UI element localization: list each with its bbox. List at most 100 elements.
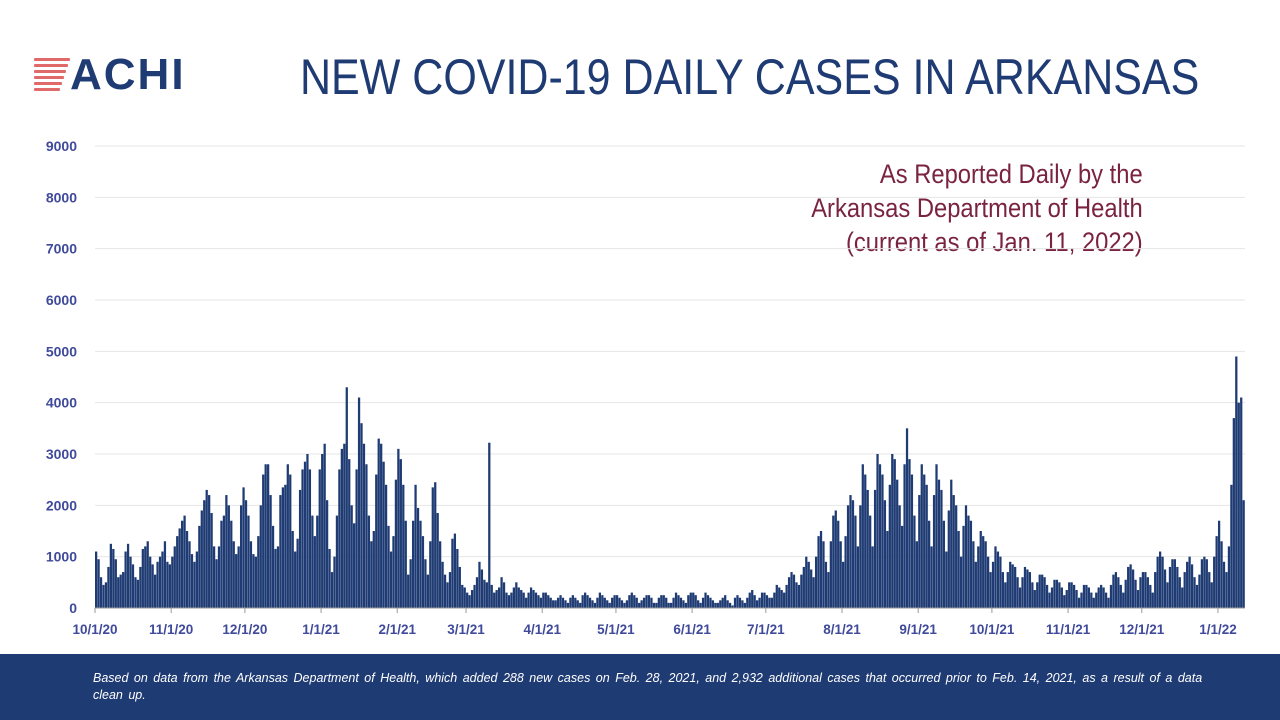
bar (694, 595, 697, 608)
bar (746, 597, 749, 608)
bar (574, 597, 577, 608)
bar (296, 538, 299, 608)
bar (979, 531, 982, 608)
bar (117, 577, 120, 608)
bar (645, 595, 648, 608)
bar (552, 600, 555, 608)
bar (1102, 587, 1105, 608)
bar (689, 592, 692, 608)
bar (512, 587, 515, 608)
bar (810, 569, 813, 608)
bar (571, 595, 574, 608)
bar (330, 572, 334, 608)
bar (510, 592, 513, 608)
bar (122, 572, 125, 608)
bar (849, 495, 852, 608)
bar (721, 597, 724, 608)
bar (741, 600, 744, 608)
bar (1195, 584, 1199, 608)
bar (429, 541, 432, 608)
bar (1131, 569, 1135, 608)
bar (1217, 520, 1221, 608)
bar (188, 541, 191, 608)
bar (276, 546, 280, 608)
bar (343, 443, 346, 608)
bar (576, 600, 579, 608)
bar (404, 520, 407, 608)
bar (1119, 584, 1122, 608)
bar (483, 579, 486, 608)
bar (876, 454, 879, 608)
bar (692, 592, 695, 608)
bar (792, 574, 796, 608)
bar (357, 397, 361, 608)
bar (977, 546, 980, 608)
bar (667, 602, 670, 608)
bar (119, 574, 122, 608)
x-tick-label: 1/1/22 (1199, 622, 1237, 637)
bar (254, 556, 257, 608)
bar (424, 559, 427, 608)
bar (409, 559, 412, 608)
bar (1095, 592, 1098, 608)
bar (411, 520, 415, 608)
bar (190, 554, 194, 608)
bar (470, 590, 474, 608)
bar (778, 587, 781, 608)
x-tick-label: 12/1/20 (222, 622, 267, 637)
bar (601, 595, 604, 608)
bar (153, 574, 157, 608)
x-tick-label: 11/1/21 (1046, 622, 1091, 637)
bar (1092, 597, 1095, 608)
bar (203, 500, 206, 608)
bar (281, 487, 285, 608)
x-tick-label: 8/1/21 (823, 622, 861, 637)
bar (387, 525, 390, 608)
bar (1203, 556, 1206, 608)
bar (1168, 566, 1172, 608)
bar (982, 536, 985, 608)
bar (984, 541, 987, 608)
bar (1048, 592, 1051, 608)
bar (1014, 566, 1017, 608)
bar (564, 600, 567, 608)
bar (384, 484, 388, 608)
bar (1021, 577, 1024, 608)
bar (210, 513, 213, 608)
bar (940, 489, 943, 608)
bar (670, 602, 673, 608)
bar (640, 600, 643, 608)
bar (488, 442, 491, 608)
x-tick-label: 2/1/21 (378, 622, 416, 637)
bar (974, 561, 977, 608)
bar (171, 556, 174, 608)
bar (805, 556, 808, 608)
bar (834, 510, 837, 608)
bar (141, 548, 144, 608)
bar (783, 592, 786, 608)
bar (896, 479, 899, 608)
bar (871, 546, 874, 608)
bar (711, 600, 715, 608)
bar (652, 602, 656, 608)
bar (439, 541, 442, 608)
bar (286, 464, 289, 608)
bar (495, 590, 498, 608)
x-tick-label: 11/1/20 (149, 622, 193, 637)
bar (102, 584, 105, 608)
bar (620, 600, 624, 608)
bar (1178, 577, 1181, 608)
bar (225, 495, 228, 608)
bar (367, 515, 371, 608)
bar (660, 595, 663, 608)
bar (480, 569, 484, 608)
bar (824, 561, 828, 608)
bar (227, 505, 230, 608)
bar (608, 602, 611, 608)
bar (247, 515, 250, 608)
bar (348, 459, 351, 608)
bar (217, 546, 221, 608)
bar (706, 595, 710, 608)
bar (252, 554, 255, 608)
bar (220, 520, 223, 608)
